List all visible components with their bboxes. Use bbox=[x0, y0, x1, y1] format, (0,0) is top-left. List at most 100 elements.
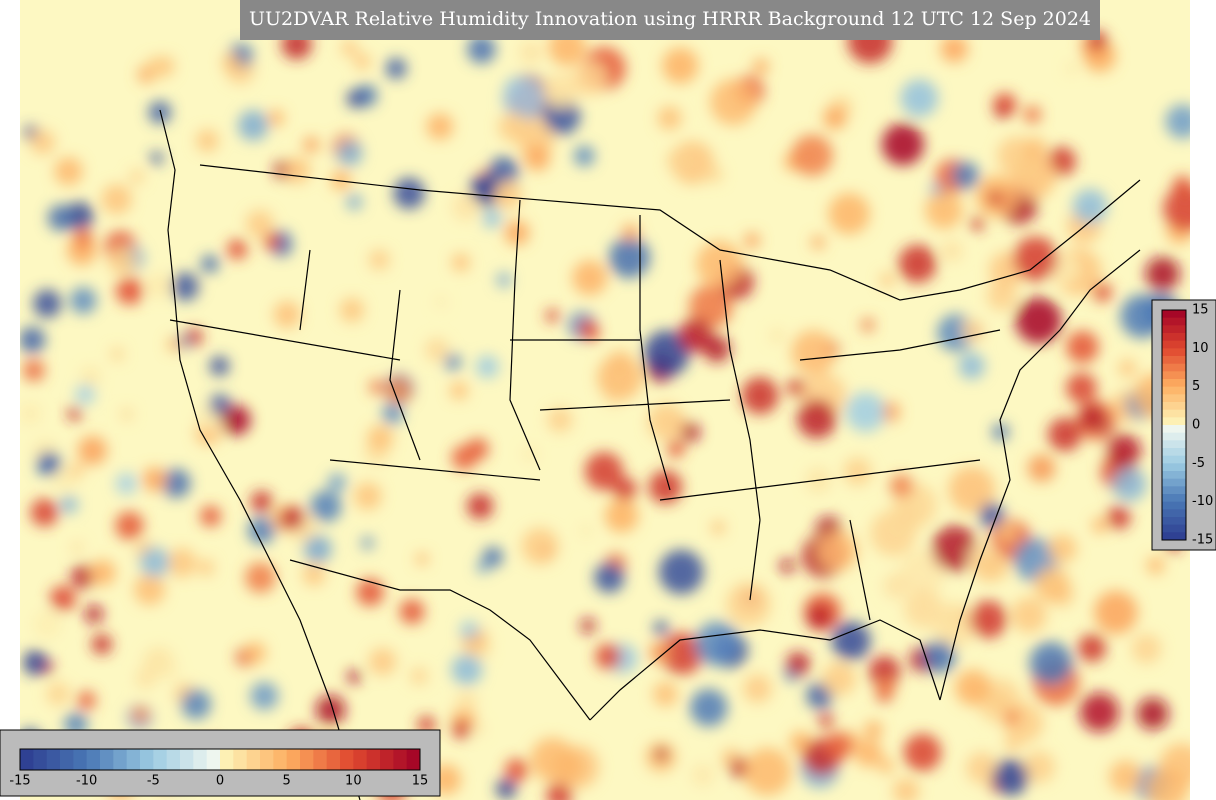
field-blob bbox=[979, 502, 1005, 528]
field-blob bbox=[451, 253, 470, 272]
field-blob bbox=[181, 689, 212, 720]
field-blob bbox=[845, 392, 886, 432]
field-blob bbox=[70, 541, 84, 555]
field-blob bbox=[399, 599, 425, 624]
field-blob bbox=[705, 166, 723, 184]
field-blob bbox=[652, 681, 678, 707]
colorbar-tick-label: 10 bbox=[345, 774, 362, 789]
colorbar-cell bbox=[1162, 448, 1186, 457]
field-blob bbox=[900, 550, 945, 595]
field-blob bbox=[369, 249, 390, 270]
field-blob bbox=[410, 667, 428, 686]
colorbar-tick-label: -10 bbox=[1192, 494, 1213, 509]
field-blob bbox=[573, 145, 595, 167]
colorbar-cell bbox=[233, 749, 248, 770]
field-blob bbox=[354, 482, 382, 510]
field-blob bbox=[20, 402, 42, 425]
field-blob bbox=[843, 457, 872, 486]
field-blob bbox=[200, 505, 222, 527]
field-blob bbox=[1107, 505, 1131, 530]
field-blob bbox=[940, 240, 963, 262]
field-blob bbox=[200, 255, 219, 273]
field-blob bbox=[903, 733, 942, 772]
colorbar-cell bbox=[1162, 509, 1186, 518]
field-blob bbox=[948, 466, 995, 513]
colorbar-cell bbox=[1162, 310, 1186, 319]
field-blob bbox=[22, 359, 45, 382]
field-blob bbox=[69, 287, 97, 314]
colorbar-cell bbox=[1162, 532, 1186, 541]
colorbar-cell bbox=[406, 749, 421, 770]
field-blob bbox=[167, 548, 197, 578]
colorbar-cell bbox=[1162, 379, 1186, 388]
field-blob bbox=[543, 73, 579, 109]
colorbar-cell bbox=[273, 749, 288, 770]
field-blob bbox=[657, 106, 682, 130]
colorbar-cell bbox=[1162, 333, 1186, 342]
field-blob bbox=[148, 101, 172, 124]
field-blob bbox=[460, 620, 479, 640]
colorbar-cell bbox=[220, 749, 234, 770]
field-blob bbox=[33, 610, 62, 639]
field-blob bbox=[161, 468, 191, 498]
field-blob bbox=[75, 384, 95, 405]
field-blob bbox=[1106, 434, 1141, 468]
field-blob bbox=[992, 759, 1029, 796]
field-blob bbox=[310, 490, 342, 522]
field-blob bbox=[504, 220, 530, 246]
field-blob bbox=[741, 377, 779, 415]
field-blob bbox=[1079, 692, 1120, 732]
colorbar-cell bbox=[1162, 478, 1186, 487]
field-blob bbox=[726, 582, 771, 627]
field-blob bbox=[1004, 736, 1021, 753]
field-blob bbox=[925, 191, 963, 229]
colorbar-tick-label: 15 bbox=[412, 774, 429, 789]
field-blob bbox=[667, 439, 685, 458]
field-blob bbox=[73, 228, 94, 248]
field-blob bbox=[546, 782, 573, 800]
field-blob bbox=[30, 498, 59, 527]
field-blob bbox=[451, 445, 477, 471]
field-blob bbox=[572, 260, 608, 296]
field-blob bbox=[356, 578, 384, 607]
field-blob bbox=[1004, 709, 1021, 726]
field-blob bbox=[584, 452, 624, 491]
east-coast bbox=[939, 249, 1141, 701]
field-blob bbox=[864, 721, 883, 739]
field-blob bbox=[367, 425, 394, 451]
field-blob bbox=[1165, 104, 1190, 139]
field-blob bbox=[545, 309, 560, 323]
field-blob bbox=[1146, 556, 1165, 575]
field-blob bbox=[1048, 417, 1082, 452]
colorbar-cell bbox=[1162, 386, 1186, 395]
field-blob bbox=[678, 318, 713, 353]
field-blob bbox=[900, 79, 939, 118]
field-blob bbox=[115, 511, 144, 540]
colorbar-cell bbox=[1162, 425, 1186, 434]
field-blob bbox=[522, 446, 538, 462]
colorbar-tick-label: 15 bbox=[1192, 303, 1209, 318]
field-blob bbox=[997, 522, 1016, 541]
field-blob bbox=[1066, 372, 1097, 404]
field-blob bbox=[502, 76, 546, 120]
field-blob bbox=[1078, 634, 1106, 663]
field-blob bbox=[787, 378, 806, 397]
colorbar-cell bbox=[206, 749, 221, 770]
colorbar-cell bbox=[1162, 348, 1186, 357]
field-blob bbox=[622, 224, 640, 242]
colorbar-tick-label: 10 bbox=[1192, 341, 1209, 356]
field-blob bbox=[467, 35, 496, 64]
field-blob bbox=[961, 319, 984, 342]
field-blob bbox=[966, 752, 998, 784]
field-blob bbox=[331, 170, 351, 191]
field-blob bbox=[1145, 767, 1189, 800]
gulf-coast bbox=[589, 619, 941, 721]
field-blob bbox=[361, 536, 374, 550]
colorbar-cell bbox=[1162, 471, 1186, 480]
field-blob bbox=[1094, 590, 1138, 635]
colorbar-frame bbox=[1161, 309, 1187, 541]
boundaries bbox=[159, 109, 1141, 800]
colorbar-cell bbox=[20, 749, 34, 770]
field-blob bbox=[542, 97, 581, 135]
